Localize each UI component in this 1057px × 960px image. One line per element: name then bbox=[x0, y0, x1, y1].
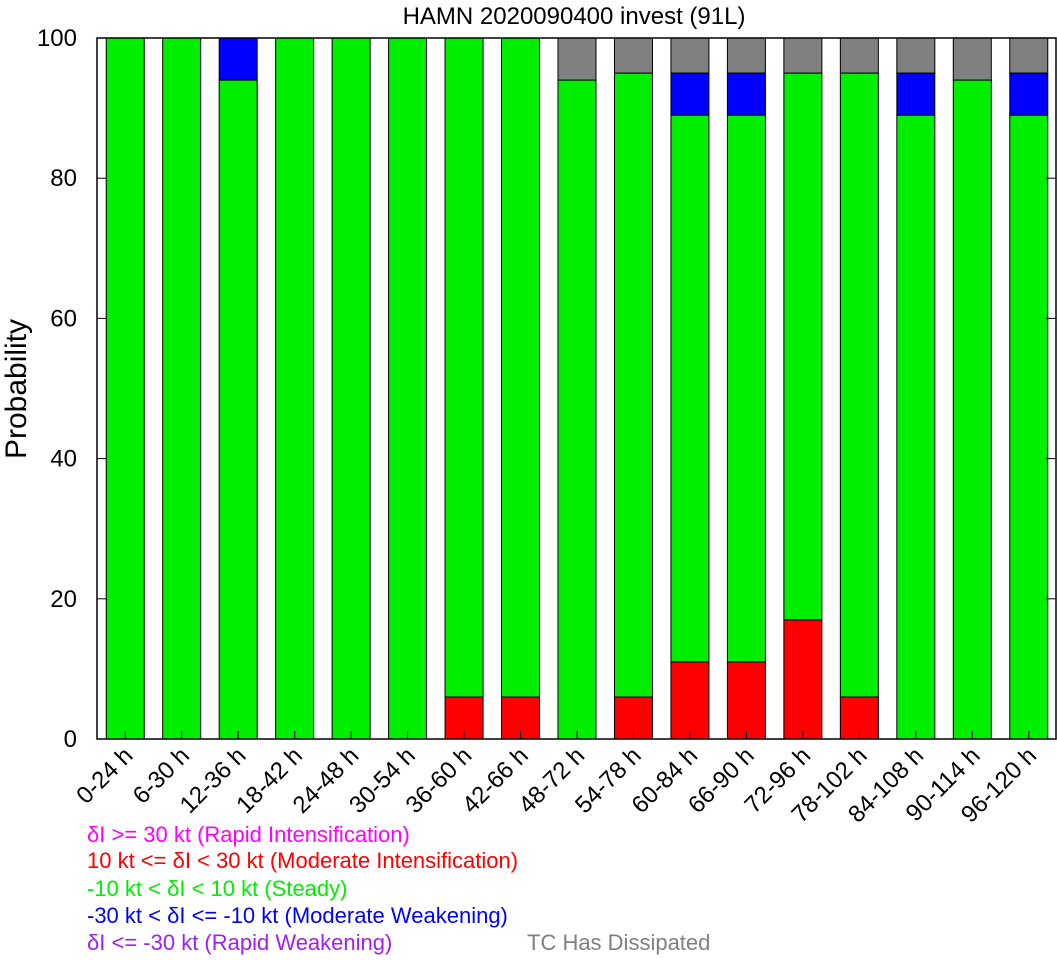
bar-segment bbox=[501, 37, 541, 698]
bar-segment bbox=[670, 661, 710, 740]
y-tick-label: 40 bbox=[50, 446, 77, 473]
bar-segment bbox=[896, 72, 936, 116]
plot-frame bbox=[96, 37, 1057, 740]
bar-segment bbox=[444, 37, 484, 698]
bar-segment bbox=[1009, 72, 1049, 116]
bar-segment bbox=[952, 79, 992, 740]
y-axis-label: Probability bbox=[0, 319, 33, 459]
y-tick-label: 0 bbox=[64, 726, 77, 753]
bar-segment bbox=[783, 619, 823, 740]
bar-segment bbox=[388, 37, 428, 740]
bar-segment bbox=[670, 114, 710, 663]
y-tick-label: 20 bbox=[50, 586, 77, 613]
chart-title: HAMN 2020090400 invest (91L) bbox=[403, 3, 746, 30]
legend-steady: -10 kt < δI < 10 kt (Steady) bbox=[87, 876, 348, 901]
bar-segment bbox=[783, 72, 823, 621]
bar-segment bbox=[726, 37, 766, 74]
legend-moderate-intensification: 10 kt <= δI < 30 kt (Moderate Intensific… bbox=[87, 848, 519, 873]
x-tick-label: 0-24 h bbox=[71, 742, 138, 809]
bars-layer bbox=[105, 37, 1049, 740]
bar-segment bbox=[1009, 37, 1049, 74]
bar-segment bbox=[162, 37, 202, 740]
bar-segment bbox=[1009, 114, 1049, 740]
bar-segment bbox=[670, 37, 710, 74]
legend-tc-dissipated: TC Has Dissipated bbox=[527, 930, 711, 955]
bar-segment bbox=[613, 37, 653, 74]
y-tick-label: 80 bbox=[50, 165, 77, 192]
bar-segment bbox=[275, 37, 315, 740]
legend-moderate-weakening: -30 kt < δI <= -10 kt (Moderate Weakenin… bbox=[87, 903, 508, 928]
bar-segment bbox=[783, 37, 823, 74]
bar-segment bbox=[726, 661, 766, 740]
bar-segment bbox=[896, 114, 936, 740]
bar-segment bbox=[726, 72, 766, 116]
bar-segment bbox=[218, 79, 258, 740]
y-tick-label: 60 bbox=[50, 305, 77, 332]
bar-segment bbox=[218, 37, 258, 81]
bar-segment bbox=[896, 37, 936, 74]
bar-segment bbox=[331, 37, 371, 740]
bar-segment bbox=[726, 114, 766, 663]
bar-segment bbox=[670, 72, 710, 116]
bar-segment bbox=[613, 72, 653, 698]
y-tick-label: 100 bbox=[37, 25, 77, 52]
bar-segment bbox=[557, 37, 597, 81]
bar-segment bbox=[105, 37, 145, 740]
legend-rapid-weakening: δI <= -30 kt (Rapid Weakening) bbox=[87, 930, 393, 955]
legend-rapid-intensification: δI >= 30 kt (Rapid Intensification) bbox=[87, 822, 410, 847]
bar-segment bbox=[952, 37, 992, 81]
bar-segment bbox=[839, 37, 879, 74]
bar-segment bbox=[839, 72, 879, 698]
bar-segment bbox=[557, 79, 597, 740]
